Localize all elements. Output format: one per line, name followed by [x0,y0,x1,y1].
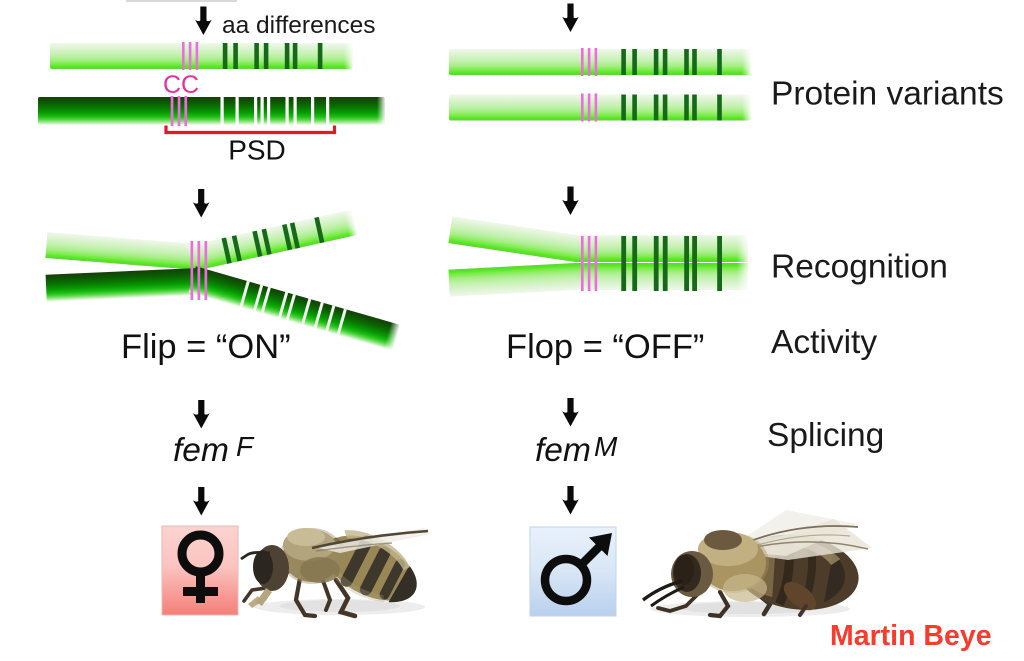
svg-text:Protein variants: Protein variants [771,76,1004,113]
svg-text:F: F [236,431,255,462]
svg-text:fem: fem [173,432,229,469]
svg-text:PSD: PSD [228,135,286,166]
svg-text:Flop = “OFF”: Flop = “OFF” [506,328,704,366]
svg-text:aa differences: aa differences [222,12,375,39]
svg-text:CC: CC [163,71,199,99]
svg-text:Activity: Activity [771,324,877,361]
svg-text:fem: fem [535,432,591,469]
svg-text:Flip = “ON”: Flip = “ON” [121,328,291,366]
svg-text:Splicing: Splicing [767,417,884,454]
svg-text:M: M [594,431,618,462]
svg-text:Martin Beye: Martin Beye [830,620,992,652]
svg-text:Recognition: Recognition [771,249,948,286]
